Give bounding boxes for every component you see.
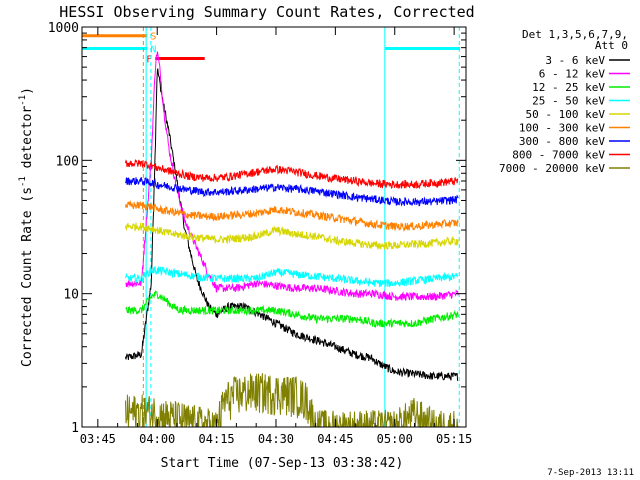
legend-label-3-6-kev: 3 - 6 keV bbox=[545, 54, 605, 67]
series-800-7000-kev bbox=[125, 159, 459, 190]
y-axis-label-end: ) bbox=[20, 87, 35, 95]
series-3-6-kev bbox=[125, 68, 459, 381]
y-axis-label: Corrected Count Rate (s-1 detector-1) bbox=[18, 87, 35, 367]
y-axis-label-exp-2: -1 bbox=[18, 95, 28, 106]
series-50-100-kev bbox=[125, 222, 459, 251]
axes-layer: 03:45 04:00 04:15 04:30 04:45 05:00 05:15 1 10 10… bbox=[48, 21, 472, 446]
series-100-300-kev bbox=[125, 200, 459, 232]
legend-label-50-100-kev: 50 - 100 keV bbox=[526, 108, 606, 121]
x-tick-label-04-30: 04:30 bbox=[258, 432, 294, 446]
x-tick-label-04-00: 04:00 bbox=[139, 432, 175, 446]
legend-label-6-12-kev: 6 - 12 keV bbox=[539, 68, 606, 81]
footer-date: 7-Sep-2013 13:11 bbox=[547, 468, 634, 478]
legend-label-100-300-kev: 100 - 300 keV bbox=[519, 122, 605, 135]
x-tick-label-04-15: 04:15 bbox=[199, 432, 235, 446]
legend-header-1: Det 1,3,5,6,7,9, bbox=[522, 28, 628, 41]
x-axis-label: Start Time (07-Sep-13 03:38:42) bbox=[161, 456, 404, 471]
y-tick-label-100: 100 bbox=[56, 154, 79, 169]
flag-label-n: N bbox=[150, 44, 156, 55]
series-300-800-kev bbox=[125, 177, 459, 207]
y-axis-label-exp-1: -1 bbox=[18, 176, 28, 187]
legend-header-2: Att 0 bbox=[595, 39, 628, 52]
series-25-50-kev bbox=[125, 265, 459, 288]
legend-label-7000-20000-kev: 7000 - 20000 keV bbox=[499, 162, 605, 175]
legend-label-300-800-kev: 300 - 800 keV bbox=[519, 135, 605, 148]
y-axis-label-mid: detector bbox=[20, 106, 35, 177]
x-tick-label-03-45: 03:45 bbox=[80, 432, 116, 446]
legend-label-12-25-kev: 12 - 25 keV bbox=[532, 81, 605, 94]
x-tick-label-04-45: 04:45 bbox=[317, 432, 353, 446]
legend-label-800-7000-kev: 800 - 7000 keV bbox=[512, 149, 605, 162]
flag-label-f: F bbox=[146, 55, 152, 66]
series-12-25-kev bbox=[125, 289, 459, 329]
x-tick-label-05-15: 05:15 bbox=[436, 432, 472, 446]
x-tick-label-05-00: 05:00 bbox=[377, 432, 413, 446]
flag-label-s: S bbox=[150, 32, 156, 43]
flags-layer: SNF bbox=[82, 32, 461, 66]
y-tick-label-10: 10 bbox=[63, 288, 79, 303]
y-tick-label-1: 1 bbox=[71, 421, 79, 436]
series-layer bbox=[125, 51, 459, 429]
y-tick-label-1000: 1000 bbox=[48, 21, 79, 36]
chart-title: HESSI Observing Summary Count Rates, Cor… bbox=[59, 3, 474, 21]
plot-frame bbox=[81, 26, 467, 428]
series-6-12-kev bbox=[125, 51, 459, 302]
legend-label-25-50-kev: 25 - 50 keV bbox=[532, 95, 605, 108]
y-axis-label-main: Corrected Count Rate (s bbox=[20, 187, 35, 367]
